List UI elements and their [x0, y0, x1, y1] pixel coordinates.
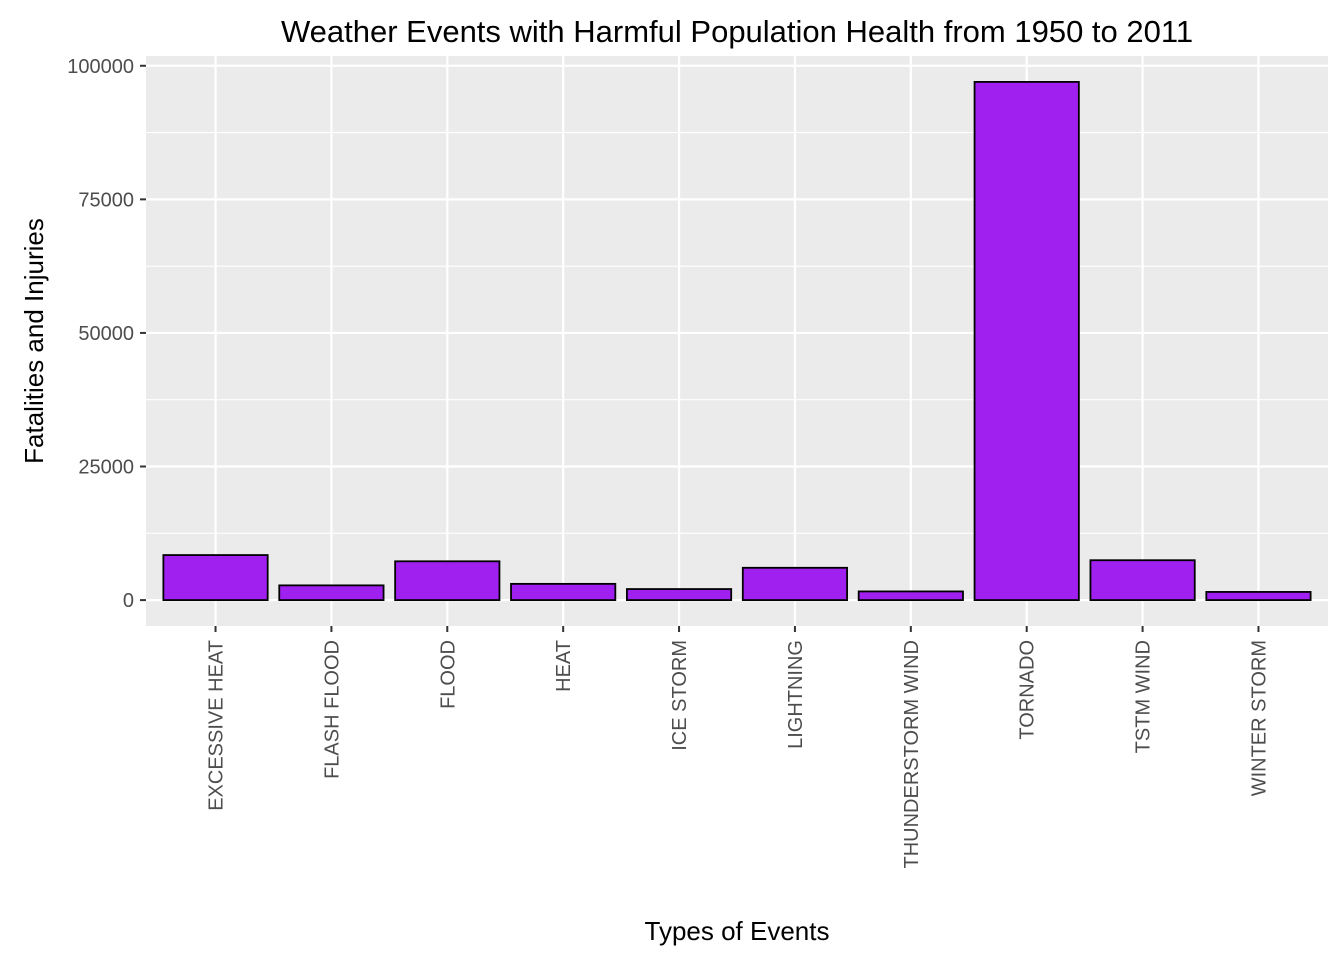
y-tick-label: 100000 — [67, 56, 134, 78]
x-tick-label: HEAT — [553, 640, 575, 692]
grid-lines — [146, 56, 1328, 626]
bars — [162, 81, 1312, 601]
bar-ice-storm — [626, 588, 733, 601]
x-tick-label: ICE STORM — [669, 640, 691, 751]
bar-tornado — [973, 81, 1080, 601]
bar-thunderstorm-wind — [857, 590, 964, 601]
x-tick-label: TSTM WIND — [1133, 640, 1155, 753]
x-tick-label: LIGHTNING — [785, 640, 807, 749]
x-tick-label: FLOOD — [437, 640, 459, 709]
bar-flash-flood — [278, 584, 385, 601]
x-tick-label: THUNDERSTORM WIND — [901, 640, 923, 869]
bar-winter-storm — [1205, 591, 1312, 601]
y-axis-title: Fatalities and Injuries — [19, 218, 49, 464]
bar-heat — [510, 582, 617, 601]
bar-flood — [394, 560, 501, 601]
y-tick-label: 50000 — [78, 323, 134, 345]
x-tick-label: WINTER STORM — [1248, 640, 1270, 796]
bar-excessive-heat — [162, 554, 269, 601]
bar-lightning — [741, 566, 848, 601]
x-tick-label: TORNADO — [1017, 640, 1039, 740]
chart-title: Weather Events with Harmful Population H… — [281, 14, 1193, 49]
x-axis-title: Types of Events — [645, 916, 830, 946]
x-axis-ticks: EXCESSIVE HEAT FLASH FLOOD FLOOD HEAT ICE ST… — [206, 626, 1270, 869]
y-axis-ticks: 0 25000 50000 75000 100000 — [67, 56, 146, 612]
plot-panel — [146, 56, 1328, 626]
y-tick-label: 0 — [123, 590, 134, 612]
bar-tstm-wind — [1089, 559, 1196, 601]
y-tick-label: 25000 — [78, 457, 134, 479]
x-tick-label: FLASH FLOOD — [321, 640, 343, 779]
y-tick-label: 75000 — [78, 189, 134, 211]
x-tick-label: EXCESSIVE HEAT — [206, 640, 228, 811]
